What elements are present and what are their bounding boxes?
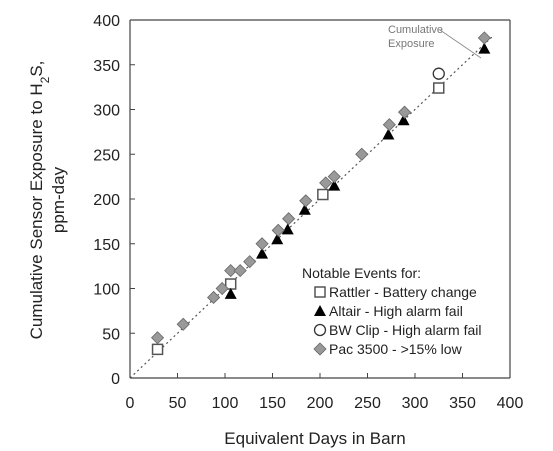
annotation-label-line2: Exposure <box>388 38 434 50</box>
legend-entry: Altair - High alarm fail <box>329 303 463 319</box>
y-tick-label: 50 <box>102 326 120 343</box>
data-point-circle-s2 <box>432 67 445 80</box>
legend-title: Notable Events for: <box>302 265 421 281</box>
data-point-diamond-s3 <box>233 264 247 278</box>
data-point-diamond-s3 <box>150 331 165 345</box>
data-point-diamond-s3 <box>355 147 369 161</box>
data-point-triangle-s1 <box>397 114 410 126</box>
y-tick-label: 100 <box>93 282 120 299</box>
x-tick-label: 50 <box>169 395 187 412</box>
y-tick-label: 150 <box>93 237 120 254</box>
legend: Notable Events for: Rattler - Battery ch… <box>302 265 481 357</box>
y-tick-label: 200 <box>93 192 120 209</box>
data-point-triangle-s1 <box>281 223 294 235</box>
data-point-triangle-s1 <box>382 128 395 140</box>
legend-marker <box>314 305 326 316</box>
data-point-diamond-s3 <box>319 176 333 190</box>
legend-marker <box>313 323 327 337</box>
legend-marker <box>314 286 326 298</box>
y-axis-label-line2: ppm-day <box>49 166 68 233</box>
x-tick-label: 300 <box>402 395 429 412</box>
y-tick-label: 300 <box>93 103 120 120</box>
data-point-square-s0 <box>317 188 329 201</box>
legend-marker <box>313 342 327 356</box>
y-tick-label: 0 <box>111 371 120 388</box>
data-points <box>150 31 491 356</box>
cumulative-exposure-line <box>129 35 494 379</box>
x-tick-label: 100 <box>212 395 239 412</box>
data-point-diamond-s3 <box>215 281 229 296</box>
data-point-diamond-s3 <box>327 170 341 184</box>
data-point-diamond-s3 <box>243 255 257 269</box>
legend-entry: Pac 3500 - >15% low <box>329 341 463 357</box>
y-axis-label: Cumulative Sensor Exposure to H2S, ppm-d… <box>27 61 68 340</box>
y-axis-label-line1: Cumulative Sensor Exposure to H2S, <box>27 61 52 340</box>
x-tick-label: 200 <box>307 395 334 412</box>
data-point-diamond-s3 <box>271 223 285 237</box>
data-point-diamond-s3 <box>207 290 221 305</box>
data-point-diamond-s3 <box>176 317 190 331</box>
annotation-leader <box>439 29 482 59</box>
data-point-diamond-s3 <box>477 31 491 45</box>
y-tick-label: 350 <box>93 58 120 75</box>
data-point-triangle-s1 <box>224 287 237 299</box>
data-point-diamond-s3 <box>299 194 313 208</box>
data-point-diamond-s3 <box>397 105 412 119</box>
x-axis-label: Equivalent Days in Barn <box>224 429 405 448</box>
data-point-diamond-s3 <box>255 237 269 251</box>
x-tick-label: 150 <box>259 395 286 412</box>
data-point-triangle-s1 <box>298 203 311 215</box>
data-point-diamond-s3 <box>224 264 238 278</box>
legend-entry: BW Clip - High alarm fail <box>329 322 481 338</box>
data-point-square-s0 <box>433 82 445 94</box>
y-tick-group: 0 50 100 150 200 250 300 350 400 <box>93 13 135 388</box>
y-tick-label: 400 <box>93 13 120 30</box>
data-point-square-s0 <box>151 343 164 356</box>
data-point-triangle-s1 <box>478 42 491 54</box>
data-point-triangle-s1 <box>328 179 341 191</box>
x-tick-group: 0 50 100 150 200 250 300 350 400 <box>126 373 524 412</box>
data-point-triangle-s1 <box>256 247 269 259</box>
annotation-label-line1: Cumulative <box>388 24 443 36</box>
data-point-diamond-s3 <box>282 212 296 226</box>
y-tick-label: 250 <box>93 147 120 164</box>
x-tick-label: 400 <box>497 395 524 412</box>
x-tick-label: 0 <box>126 395 135 412</box>
data-point-diamond-s3 <box>382 118 396 132</box>
legend-entry: Rattler - Battery change <box>329 284 477 300</box>
x-tick-label: 350 <box>449 395 476 412</box>
x-tick-label: 250 <box>354 395 381 412</box>
data-point-triangle-s1 <box>271 233 284 245</box>
